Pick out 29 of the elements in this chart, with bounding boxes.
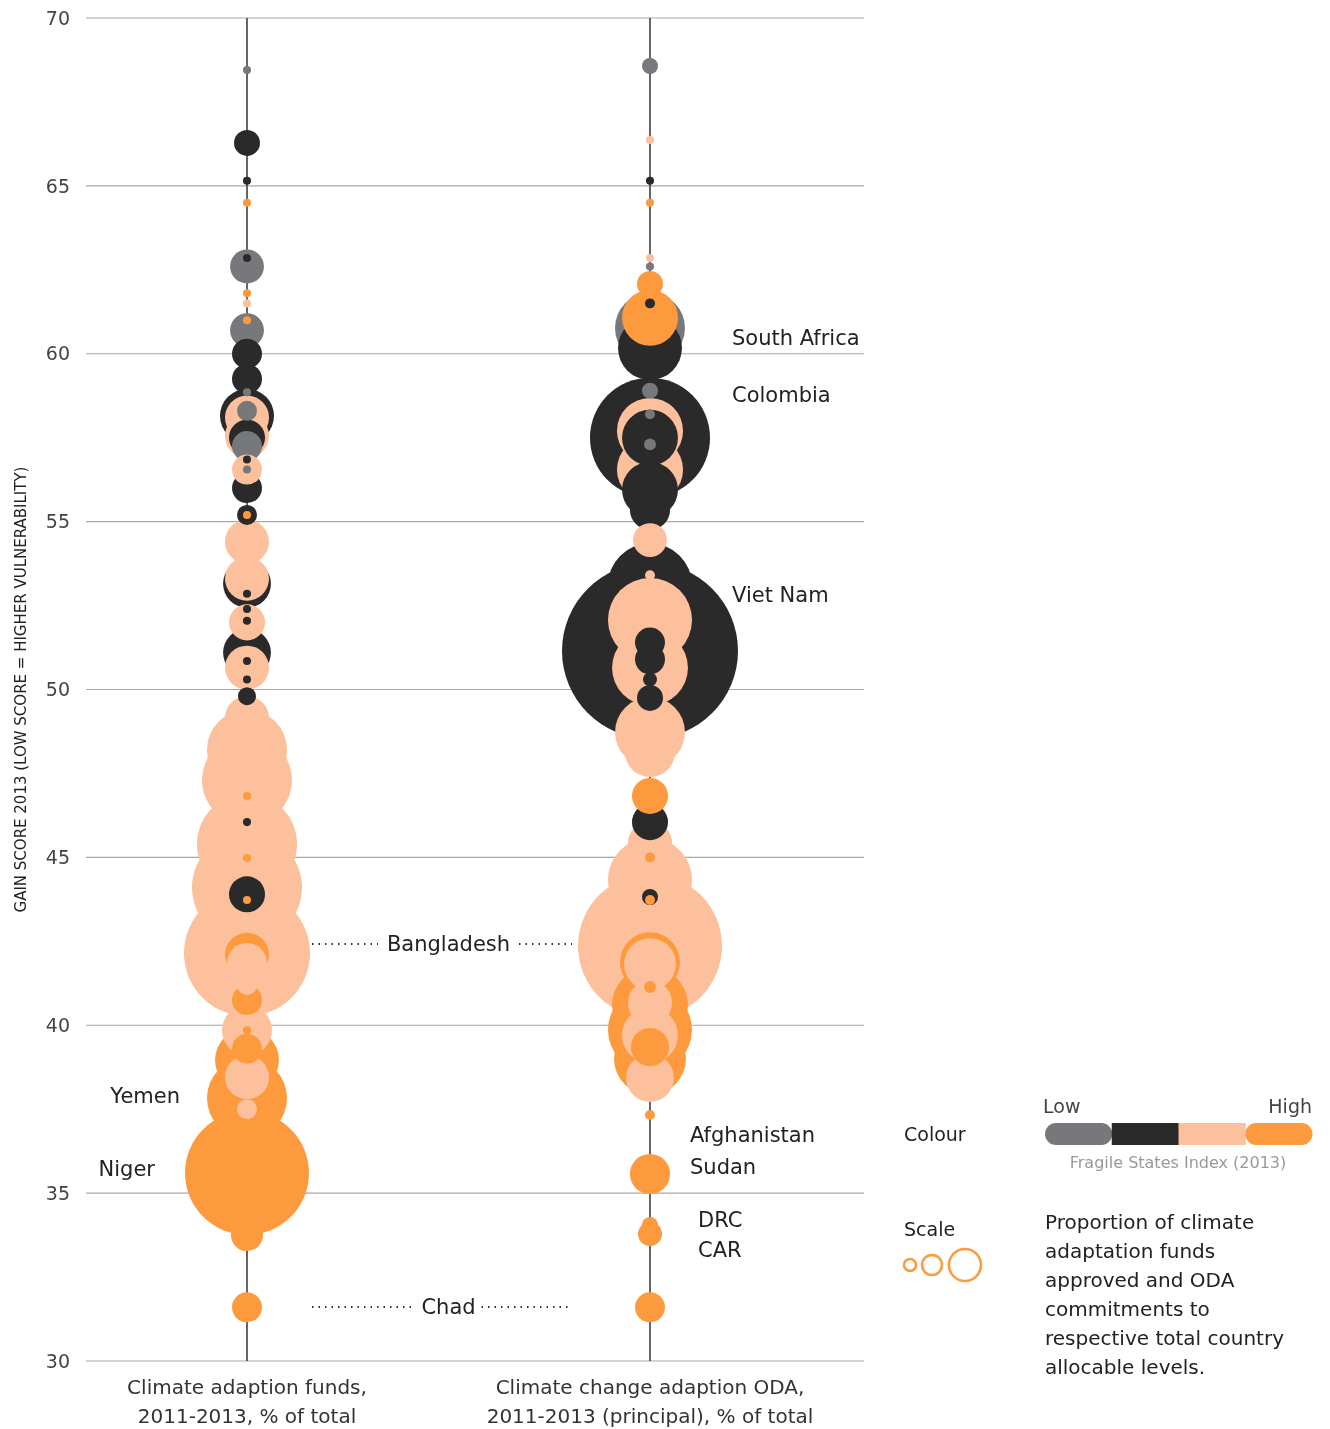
- annotation: Viet Nam: [732, 583, 829, 608]
- annotation: CAR: [698, 1238, 742, 1263]
- annotation: Afghanistan: [690, 1123, 816, 1148]
- y-tick-label: 35: [45, 1181, 70, 1204]
- y-axis-title: GAIN SCORE 2013 (LOW SCORE = HIGHER VULNERABILITY): [12, 466, 30, 913]
- text: High: [1268, 1094, 1312, 1117]
- text: Proportion of climate adaptation funds approved and ODA commitments to respective total country allocable levels.: [1045, 1210, 1285, 1379]
- text: Colour: [904, 1122, 966, 1145]
- annotation: Niger: [98, 1157, 156, 1182]
- x-tick-label: Climate adaption funds, 2011-2013, % of total: [127, 1375, 367, 1428]
- annotation: Yemen: [109, 1084, 180, 1109]
- y-tick-label: 70: [45, 6, 70, 29]
- y-tick-label: 40: [45, 1013, 70, 1036]
- text: Fragile States Index (2013): [1069, 1152, 1287, 1172]
- annotation: Sudan: [690, 1155, 757, 1180]
- annotation: DRC: [698, 1208, 743, 1233]
- text: Low: [1043, 1094, 1081, 1117]
- y-tick-label: 65: [45, 174, 70, 197]
- annotation: Chad: [421, 1295, 476, 1320]
- x-tick-label: Climate change adaption ODA, 2011-2013 (principal), % of total: [486, 1375, 814, 1428]
- y-tick-label: 60: [45, 342, 70, 365]
- y-tick-label: 45: [45, 846, 70, 869]
- y-tick-label: 50: [45, 678, 70, 701]
- y-tick-label: 55: [45, 510, 70, 533]
- text: Scale: [904, 1217, 956, 1240]
- y-tick-label: 30: [45, 1349, 70, 1372]
- annotation: Colombia: [732, 383, 831, 408]
- annotation: South Africa: [732, 326, 860, 351]
- annotation: Bangladesh: [386, 932, 511, 957]
